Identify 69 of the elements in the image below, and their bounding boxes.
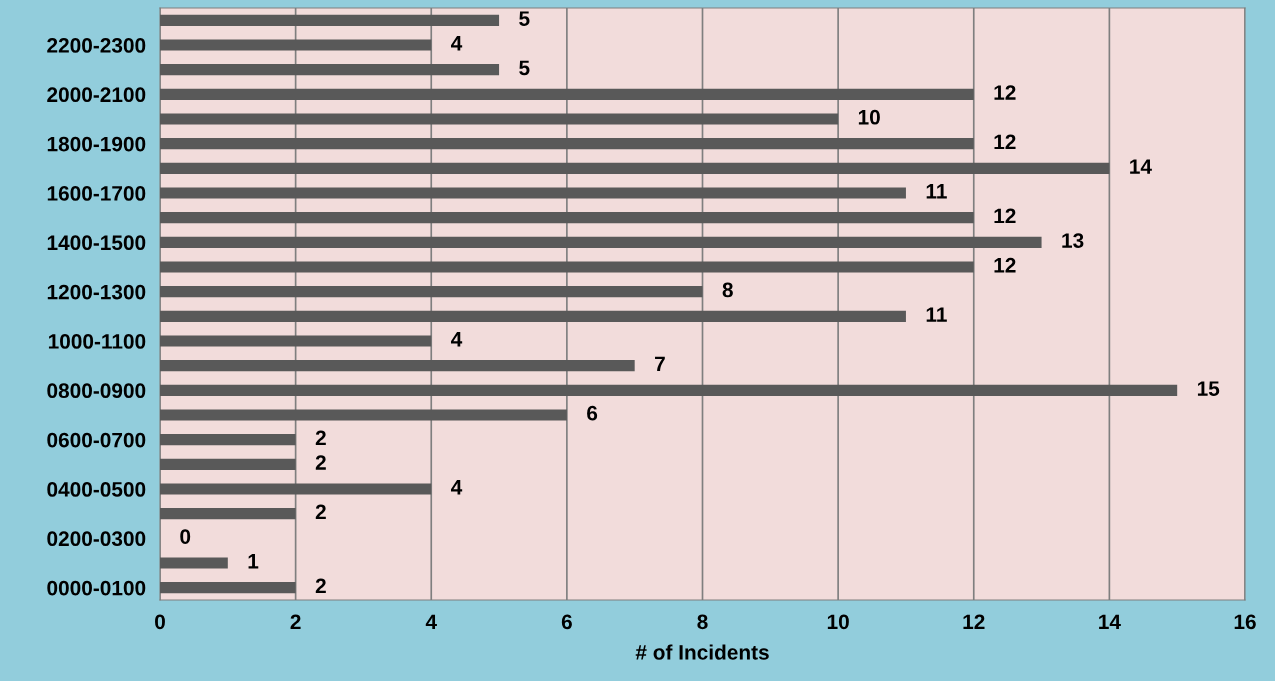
x-tick-label: 6 — [561, 614, 572, 630]
y-tick-label: 1800-1900 — [47, 136, 146, 152]
y-tick-label: 1000-1100 — [48, 334, 146, 349]
bar — [160, 212, 974, 224]
data-label: 11 — [926, 307, 947, 322]
data-label: 4 — [451, 332, 463, 347]
x-tick-label: 14 — [1099, 614, 1121, 629]
bar — [160, 458, 296, 470]
x-tick-label: 0 — [155, 614, 165, 630]
y-tick-label: 0800-0900 — [47, 383, 146, 399]
bar — [160, 14, 500, 26]
data-label: 10 — [858, 109, 880, 125]
x-axis-title: # of Incidents — [635, 644, 769, 660]
data-label: 14 — [1130, 159, 1152, 174]
bar — [160, 384, 1178, 396]
bar — [160, 64, 500, 76]
data-label: 8 — [722, 282, 733, 298]
bar — [160, 88, 974, 100]
x-tick-label: 8 — [697, 614, 708, 630]
data-label: 4 — [451, 480, 463, 495]
bar — [160, 582, 296, 594]
bar — [160, 162, 1110, 174]
bar — [160, 113, 839, 125]
y-tick-label: 1600-1700 — [47, 186, 146, 201]
data-label: 2 — [315, 455, 326, 470]
data-label: 0 — [180, 529, 191, 544]
x-tick-label: 2 — [290, 614, 301, 629]
bar — [160, 138, 974, 150]
bar — [160, 434, 296, 446]
bar — [160, 261, 974, 273]
y-tick-label: 0000-0100 — [47, 580, 146, 596]
data-label: 2 — [315, 578, 326, 594]
bar — [160, 310, 906, 322]
data-label: 2 — [315, 504, 326, 520]
x-tick-label: 12 — [963, 614, 985, 629]
bar — [160, 508, 296, 520]
data-label: 12 — [994, 257, 1016, 273]
bar — [160, 409, 567, 421]
data-label: 5 — [519, 11, 530, 26]
bar — [160, 236, 1042, 248]
y-tick-label: 0400-0500 — [47, 482, 146, 497]
data-label: 5 — [519, 60, 530, 76]
bar — [160, 187, 906, 199]
y-tick-label: 2000-2100 — [47, 87, 146, 103]
bar — [160, 39, 432, 51]
y-tick-label: 1400-1500 — [47, 235, 146, 251]
data-label: 15 — [1197, 381, 1220, 396]
data-label: 11 — [926, 184, 947, 199]
bar — [160, 483, 432, 495]
y-tick-label: 0200-0300 — [47, 531, 146, 547]
data-label: 12 — [994, 85, 1016, 100]
data-label: 13 — [1062, 233, 1084, 248]
bar — [160, 360, 635, 372]
bar — [160, 557, 228, 569]
data-label: 6 — [587, 405, 598, 421]
bar — [160, 335, 432, 347]
y-tick-label: 1200-1300 — [47, 284, 146, 300]
data-label: 4 — [451, 36, 463, 51]
x-tick-label: 10 — [827, 614, 849, 630]
x-tick-label: 16 — [1234, 614, 1256, 630]
data-label: 12 — [994, 208, 1016, 224]
data-label: 12 — [994, 134, 1016, 150]
y-tick-label: 2200-2300 — [47, 38, 146, 53]
data-label: 1 — [248, 554, 259, 569]
y-tick-label: 0600-0700 — [47, 432, 146, 448]
data-label: 2 — [315, 430, 326, 446]
x-tick-label: 4 — [425, 614, 437, 629]
data-label: 7 — [655, 356, 665, 372]
bar — [160, 286, 703, 298]
